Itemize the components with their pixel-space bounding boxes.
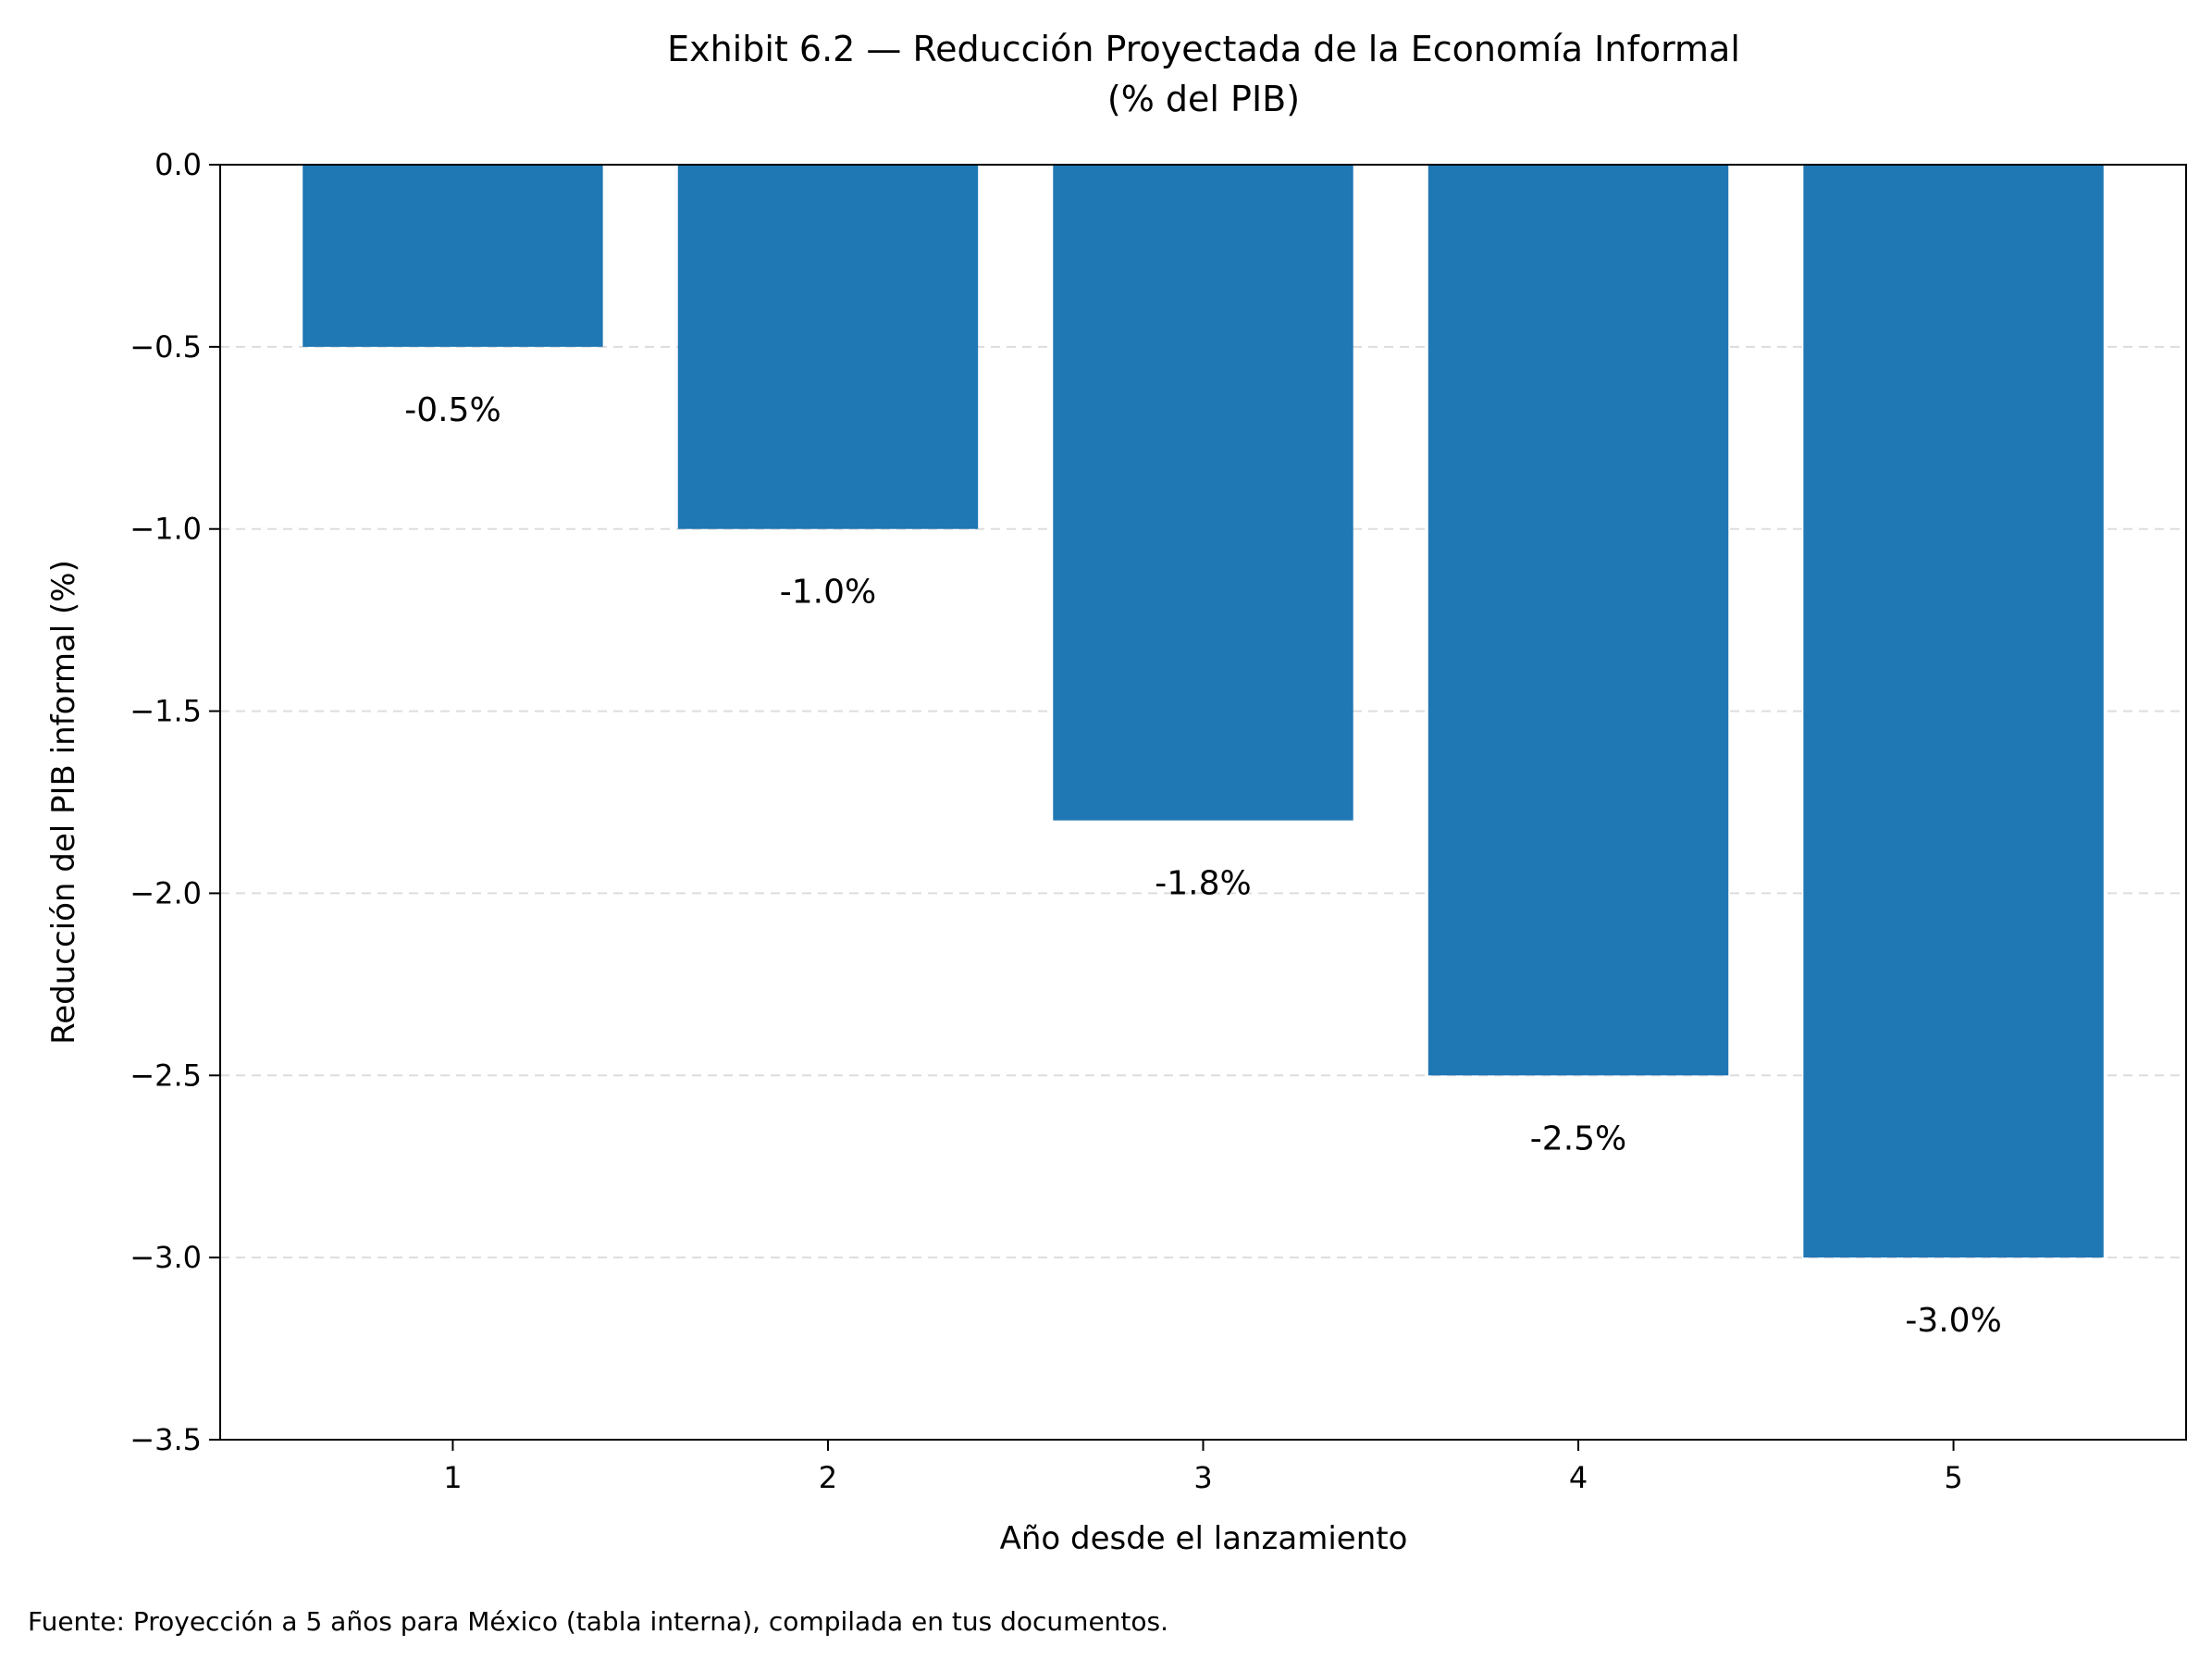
- bar-data-label: -3.0%: [1905, 1302, 2001, 1340]
- bar: [303, 165, 603, 347]
- y-axis-label: Reducción del PIB informal (%): [45, 560, 82, 1045]
- bar-data-label: -1.8%: [1155, 865, 1251, 903]
- y-tick-label: −3.0: [130, 1240, 202, 1275]
- y-tick-label: −3.5: [130, 1422, 202, 1457]
- y-tick-label: −1.5: [130, 694, 202, 729]
- y-tick-label: 0.0: [154, 147, 202, 182]
- y-axis: 0.0 −0.5 −1.0 −1.5 −2.0 −2.5 −3.0 −3.5: [130, 147, 220, 1457]
- bar-labels: -0.5% -1.0% -1.8% -2.5% -3.0%: [404, 391, 2002, 1340]
- bar: [1427, 165, 1729, 1076]
- bars: [303, 165, 2104, 1258]
- x-tick-label: 1: [443, 1460, 462, 1495]
- x-tick-label: 2: [819, 1460, 837, 1495]
- bar: [1053, 165, 1353, 821]
- bar: [677, 165, 979, 529]
- x-axis-label: Año desde el lanzamiento: [1000, 1520, 1408, 1557]
- bar: [1803, 165, 2104, 1258]
- bar-data-label: -1.0%: [780, 574, 876, 612]
- x-tick-label: 5: [1944, 1460, 1962, 1495]
- y-tick-label: −0.5: [130, 329, 202, 365]
- x-tick-label: 3: [1193, 1460, 1212, 1495]
- chart-title: Exhibit 6.2 — Reducción Proyectada de la…: [667, 29, 1740, 69]
- y-tick-label: −1.0: [130, 512, 202, 547]
- bar-data-label: -2.5%: [1530, 1120, 1626, 1157]
- y-tick-label: −2.0: [130, 875, 202, 910]
- y-tick-label: −2.5: [130, 1058, 202, 1093]
- bar-data-label: -0.5%: [404, 391, 500, 429]
- source-note: Fuente: Proyección a 5 años para México …: [28, 1606, 1168, 1637]
- chart-subtitle: (% del PIB): [1107, 79, 1300, 119]
- x-axis: 1 2 3 4 5: [443, 1440, 1963, 1495]
- x-tick-label: 4: [1569, 1460, 1588, 1495]
